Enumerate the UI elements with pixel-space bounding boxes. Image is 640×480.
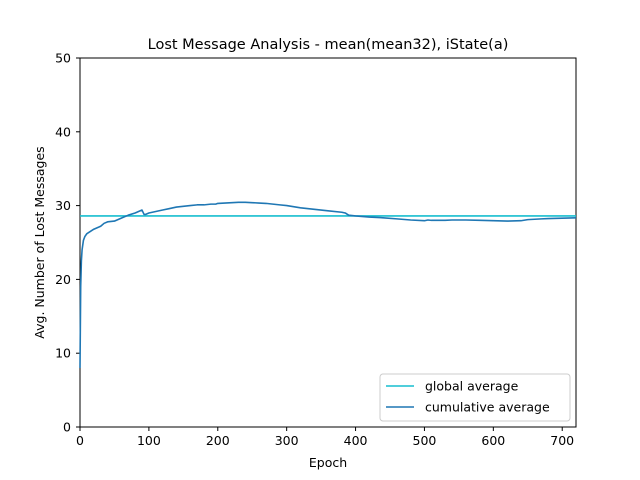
y-tick-label: 50 bbox=[55, 51, 71, 66]
legend-box bbox=[379, 373, 571, 422]
x-axis-label: Epoch bbox=[309, 455, 347, 470]
legend-label-cumulative-average: cumulative average bbox=[425, 400, 550, 415]
x-tick-label: 700 bbox=[550, 433, 574, 448]
chart-title: Lost Message Analysis - mean(mean32), iS… bbox=[148, 37, 509, 53]
y-tick-label: 40 bbox=[55, 124, 71, 139]
x-tick-label: 100 bbox=[137, 433, 161, 448]
plot-area bbox=[79, 57, 577, 428]
x-tick-label: 0 bbox=[76, 433, 84, 448]
plot-frame bbox=[79, 57, 577, 428]
y-axis: 0 10 20 30 40 50 bbox=[55, 51, 80, 435]
x-axis: 0 100 200 300 400 500 600 700 bbox=[76, 427, 574, 448]
x-tick-label: 300 bbox=[275, 433, 299, 448]
y-tick-label: 10 bbox=[55, 346, 71, 361]
y-tick-label: 20 bbox=[55, 272, 71, 287]
y-tick-label: 30 bbox=[55, 198, 71, 213]
legend: global average cumulative average bbox=[379, 373, 571, 422]
series-layer bbox=[79, 201, 577, 368]
x-tick-label: 400 bbox=[344, 433, 368, 448]
x-tick-label: 200 bbox=[206, 433, 230, 448]
legend-label-global-average: global average bbox=[425, 379, 519, 394]
series-line-cumulative-average bbox=[79, 201, 577, 368]
x-tick-label: 500 bbox=[413, 433, 437, 448]
x-tick-label: 600 bbox=[481, 433, 505, 448]
y-tick-label: 0 bbox=[63, 420, 71, 435]
y-axis-label: Avg. Number of Lost Messages bbox=[32, 146, 47, 338]
